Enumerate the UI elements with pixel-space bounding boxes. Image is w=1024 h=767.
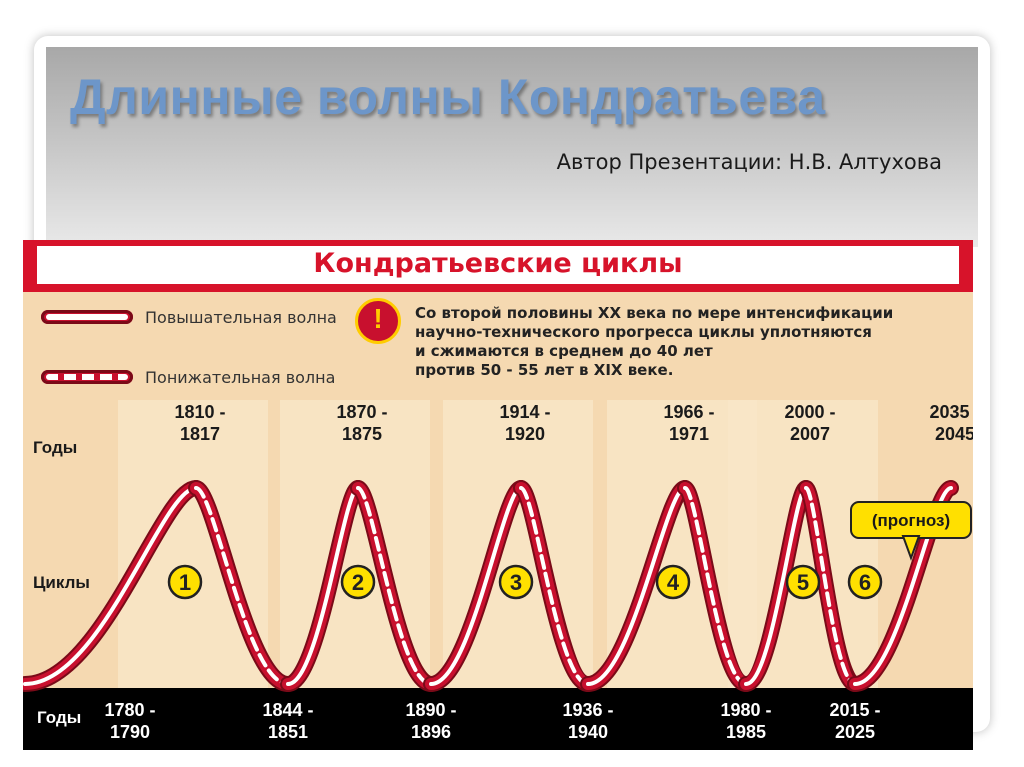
rising-wave-core bbox=[586, 486, 687, 686]
rising-wave-core bbox=[429, 486, 523, 686]
cycle-badge bbox=[340, 564, 376, 600]
trough-year-label: 1780 -1790 bbox=[104, 700, 155, 742]
cycles-note: Со второй половины XX века по мере интен… bbox=[415, 304, 894, 379]
legend-falling: Понижательная волна bbox=[41, 368, 361, 394]
cycle-badge bbox=[847, 564, 883, 600]
trough-year-label: 1936 -1940 bbox=[562, 700, 613, 742]
cycle-number: 1 bbox=[179, 570, 191, 595]
rising-wave-core bbox=[23, 486, 198, 686]
trough-year-label: 1844 -1851 bbox=[262, 700, 313, 742]
bottom-years-row-label: Годы bbox=[37, 708, 82, 727]
peak-year-label: 1810 -1817 bbox=[174, 402, 225, 444]
infographic-title: Кондратьевские циклы bbox=[313, 248, 683, 279]
falling-wave-core bbox=[519, 486, 590, 686]
wave-chart: 1810 -1817 1870 -1875 1914 -1920 1966 -1971… bbox=[23, 400, 973, 742]
rising-wave-legend-icon bbox=[41, 310, 133, 324]
cycle-number: 4 bbox=[667, 570, 680, 595]
peak-year-label: 1966 -1971 bbox=[663, 402, 714, 444]
bottom-years-bar: Годы bbox=[23, 688, 973, 750]
falling-wave-core bbox=[683, 486, 748, 686]
falling-wave-core bbox=[804, 486, 857, 686]
rising-wave-core bbox=[286, 486, 360, 686]
cycle-number: 2 bbox=[352, 570, 364, 595]
cycle-number: 5 bbox=[797, 570, 809, 595]
cycle-badge bbox=[655, 564, 691, 600]
cycles-row-label: Циклы bbox=[33, 573, 90, 592]
forecast-label: (прогноз) bbox=[872, 511, 950, 530]
legend-rising: Повышательная волна bbox=[41, 308, 361, 334]
peak-band bbox=[728, 400, 878, 688]
warning-icon: ! bbox=[355, 298, 401, 344]
peak-year-label: 2000 -2007 bbox=[784, 402, 835, 444]
trough-year-label: 1890 -1896 bbox=[405, 700, 456, 742]
rising-wave-core bbox=[853, 486, 953, 686]
legend-rising-label: Повышательная волна bbox=[145, 308, 337, 327]
falling-wave-core bbox=[194, 486, 290, 686]
cycle-number: 3 bbox=[510, 570, 522, 595]
trough-year-label: 1980 -1985 bbox=[720, 700, 771, 742]
trough-year-label: 2015 -2025 bbox=[829, 700, 880, 742]
peak-year-label: 2035 -2045 bbox=[929, 402, 973, 444]
legend-falling-label: Понижательная волна bbox=[145, 368, 336, 387]
kondratiev-infographic: Кондратьевские циклы Повышательная волна… bbox=[23, 240, 973, 750]
cycle-badge bbox=[785, 564, 821, 600]
slide-header bbox=[46, 47, 978, 247]
cycle-number: 6 bbox=[859, 570, 871, 595]
cycle-badge bbox=[167, 564, 203, 600]
peak-year-label: 1870 -1875 bbox=[336, 402, 387, 444]
slide-title: Длинные волны Кондратьева bbox=[70, 69, 826, 125]
infographic-title-bar: Кондратьевские циклы bbox=[23, 240, 973, 292]
falling-wave-legend-icon bbox=[41, 370, 133, 384]
top-years-row-label: Годы bbox=[33, 438, 78, 457]
slide-author: Автор Презентации: Н.В. Алтухова bbox=[556, 150, 942, 174]
peak-year-label: 1914 -1920 bbox=[499, 402, 550, 444]
forecast-callout-pointer bbox=[901, 535, 921, 561]
falling-wave-core bbox=[356, 486, 433, 686]
rising-wave-core bbox=[744, 486, 808, 686]
cycle-badge bbox=[498, 564, 534, 600]
